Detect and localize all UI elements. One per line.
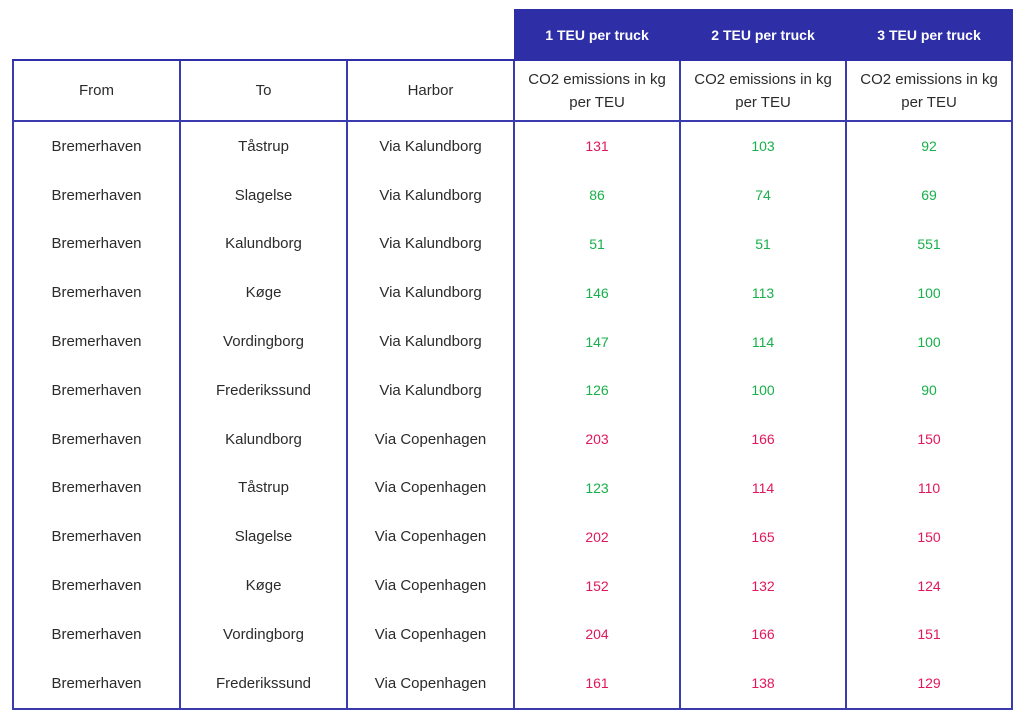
- emissions-table: 1 TEU per truck 2 TEU per truck 3 TEU pe…: [12, 9, 1014, 710]
- cell-harbor: Via Copenhagen: [345, 561, 516, 610]
- cell-co2-1-teu: 161: [513, 658, 682, 710]
- cell-co2-2-teu: 114: [679, 317, 848, 366]
- table-row: Bremerhaven Frederikssund Via Copenhagen 16…: [12, 658, 1014, 710]
- cell-co2-1-teu: 147: [513, 317, 682, 366]
- cell-co2-3-teu: 129: [845, 658, 1014, 710]
- cell-co2-3-teu: 90: [845, 365, 1014, 415]
- truck-load-header-row: 1 TEU per truck 2 TEU per truck 3 TEU pe…: [13, 9, 1013, 61]
- cell-co2-2-teu: 138: [679, 658, 848, 710]
- cell-to: Vordingborg: [179, 317, 348, 366]
- emissions-table-body: Bremerhaven Tåstrup Via Kalundborg 131 103 92…: [12, 121, 1014, 710]
- cell-harbor: Via Kalundborg: [345, 317, 516, 366]
- cell-from: Bremerhaven: [12, 609, 181, 659]
- cell-to: Slagelse: [179, 512, 348, 562]
- cell-from: Bremerhaven: [12, 121, 181, 171]
- cell-from: Bremerhaven: [12, 463, 181, 513]
- table-row: Bremerhaven Kalundborg Via Kalundborg 51 51 5…: [12, 219, 1014, 269]
- column-header-co2-2-teu: CO2 emissions in kg per TEU: [679, 59, 848, 122]
- cell-to: Frederikssund: [179, 658, 348, 710]
- cell-harbor: Via Kalundborg: [345, 121, 516, 171]
- cell-to: Tåstrup: [179, 121, 348, 171]
- cell-co2-2-teu: 165: [679, 512, 848, 562]
- table-row: Bremerhaven Kalundborg Via Copenhagen 203 16…: [12, 414, 1014, 464]
- cell-from: Bremerhaven: [12, 219, 181, 269]
- cell-co2-1-teu: 51: [513, 219, 682, 269]
- cell-co2-3-teu: 100: [845, 317, 1014, 366]
- cell-co2-3-teu: 69: [845, 170, 1014, 220]
- cell-from: Bremerhaven: [12, 317, 181, 366]
- header-1-teu-per-truck: 1 TEU per truck: [513, 9, 681, 61]
- cell-harbor: Via Kalundborg: [345, 170, 516, 220]
- cell-to: Frederikssund: [179, 365, 348, 415]
- cell-to: Køge: [179, 561, 348, 610]
- cell-co2-1-teu: 86: [513, 170, 682, 220]
- cell-co2-2-teu: 166: [679, 609, 848, 659]
- cell-from: Bremerhaven: [12, 658, 181, 710]
- cell-harbor: Via Kalundborg: [345, 219, 516, 269]
- header-2-teu-per-truck: 2 TEU per truck: [679, 9, 847, 61]
- cell-co2-2-teu: 113: [679, 268, 848, 318]
- emissions-table-wrapper: 1 TEU per truck 2 TEU per truck 3 TEU pe…: [12, 9, 1014, 710]
- cell-co2-3-teu: 92: [845, 121, 1014, 171]
- cell-co2-3-teu: 150: [845, 414, 1014, 464]
- cell-harbor: Via Copenhagen: [345, 463, 516, 513]
- cell-to: Kalundborg: [179, 219, 348, 269]
- cell-co2-3-teu: 124: [845, 561, 1014, 610]
- cell-from: Bremerhaven: [12, 170, 181, 220]
- cell-to: Slagelse: [179, 170, 348, 220]
- cell-co2-3-teu: 551: [845, 219, 1014, 269]
- cell-from: Bremerhaven: [12, 414, 181, 464]
- cell-co2-1-teu: 146: [513, 268, 682, 318]
- cell-co2-3-teu: 110: [845, 463, 1014, 513]
- cell-from: Bremerhaven: [12, 561, 181, 610]
- cell-co2-1-teu: 123: [513, 463, 682, 513]
- cell-co2-1-teu: 204: [513, 609, 682, 659]
- cell-co2-3-teu: 100: [845, 268, 1014, 318]
- cell-co2-2-teu: 100: [679, 365, 848, 415]
- cell-co2-1-teu: 131: [513, 121, 682, 171]
- table-row: Bremerhaven Tåstrup Via Kalundborg 131 103 92: [12, 121, 1014, 171]
- cell-harbor: Via Copenhagen: [345, 658, 516, 710]
- table-row: Bremerhaven Slagelse Via Kalundborg 86 74 69: [12, 170, 1014, 220]
- cell-to: Vordingborg: [179, 609, 348, 659]
- column-header-co2-1-teu: CO2 emissions in kg per TEU: [513, 59, 682, 122]
- column-header-harbor: Harbor: [345, 59, 516, 122]
- table-row: Bremerhaven Slagelse Via Copenhagen 202 165 1…: [12, 512, 1014, 562]
- cell-co2-1-teu: 202: [513, 512, 682, 562]
- table-row: Bremerhaven Vordingborg Via Copenhagen 204 1…: [12, 609, 1014, 659]
- column-header-row: From To Harbor CO2 emissions in kg per T…: [12, 59, 1014, 122]
- cell-co2-3-teu: 150: [845, 512, 1014, 562]
- header-spacer: [13, 10, 515, 61]
- cell-to: Køge: [179, 268, 348, 318]
- cell-co2-1-teu: 203: [513, 414, 682, 464]
- cell-co2-2-teu: 103: [679, 121, 848, 171]
- header-3-teu-per-truck: 3 TEU per truck: [845, 9, 1013, 61]
- cell-harbor: Via Copenhagen: [345, 414, 516, 464]
- column-header-to: To: [179, 59, 348, 122]
- cell-from: Bremerhaven: [12, 512, 181, 562]
- cell-to: Tåstrup: [179, 463, 348, 513]
- cell-harbor: Via Copenhagen: [345, 512, 516, 562]
- table-row: Bremerhaven Tåstrup Via Copenhagen 123 114 11…: [12, 463, 1014, 513]
- cell-co2-3-teu: 151: [845, 609, 1014, 659]
- cell-co2-2-teu: 51: [679, 219, 848, 269]
- cell-to: Kalundborg: [179, 414, 348, 464]
- cell-harbor: Via Copenhagen: [345, 609, 516, 659]
- column-header-co2-3-teu: CO2 emissions in kg per TEU: [845, 59, 1014, 122]
- cell-from: Bremerhaven: [12, 365, 181, 415]
- cell-harbor: Via Kalundborg: [345, 365, 516, 415]
- cell-co2-1-teu: 126: [513, 365, 682, 415]
- table-row: Bremerhaven Vordingborg Via Kalundborg 147 1…: [12, 317, 1014, 366]
- cell-co2-2-teu: 166: [679, 414, 848, 464]
- cell-co2-2-teu: 74: [679, 170, 848, 220]
- column-header-from: From: [12, 59, 181, 122]
- cell-co2-1-teu: 152: [513, 561, 682, 610]
- cell-co2-2-teu: 132: [679, 561, 848, 610]
- table-row: Bremerhaven Køge Via Kalundborg 146 113 100: [12, 268, 1014, 318]
- table-row: Bremerhaven Køge Via Copenhagen 152 132 124: [12, 561, 1014, 610]
- cell-co2-2-teu: 114: [679, 463, 848, 513]
- table-row: Bremerhaven Frederikssund Via Kalundborg 12…: [12, 365, 1014, 415]
- cell-from: Bremerhaven: [12, 268, 181, 318]
- cell-harbor: Via Kalundborg: [345, 268, 516, 318]
